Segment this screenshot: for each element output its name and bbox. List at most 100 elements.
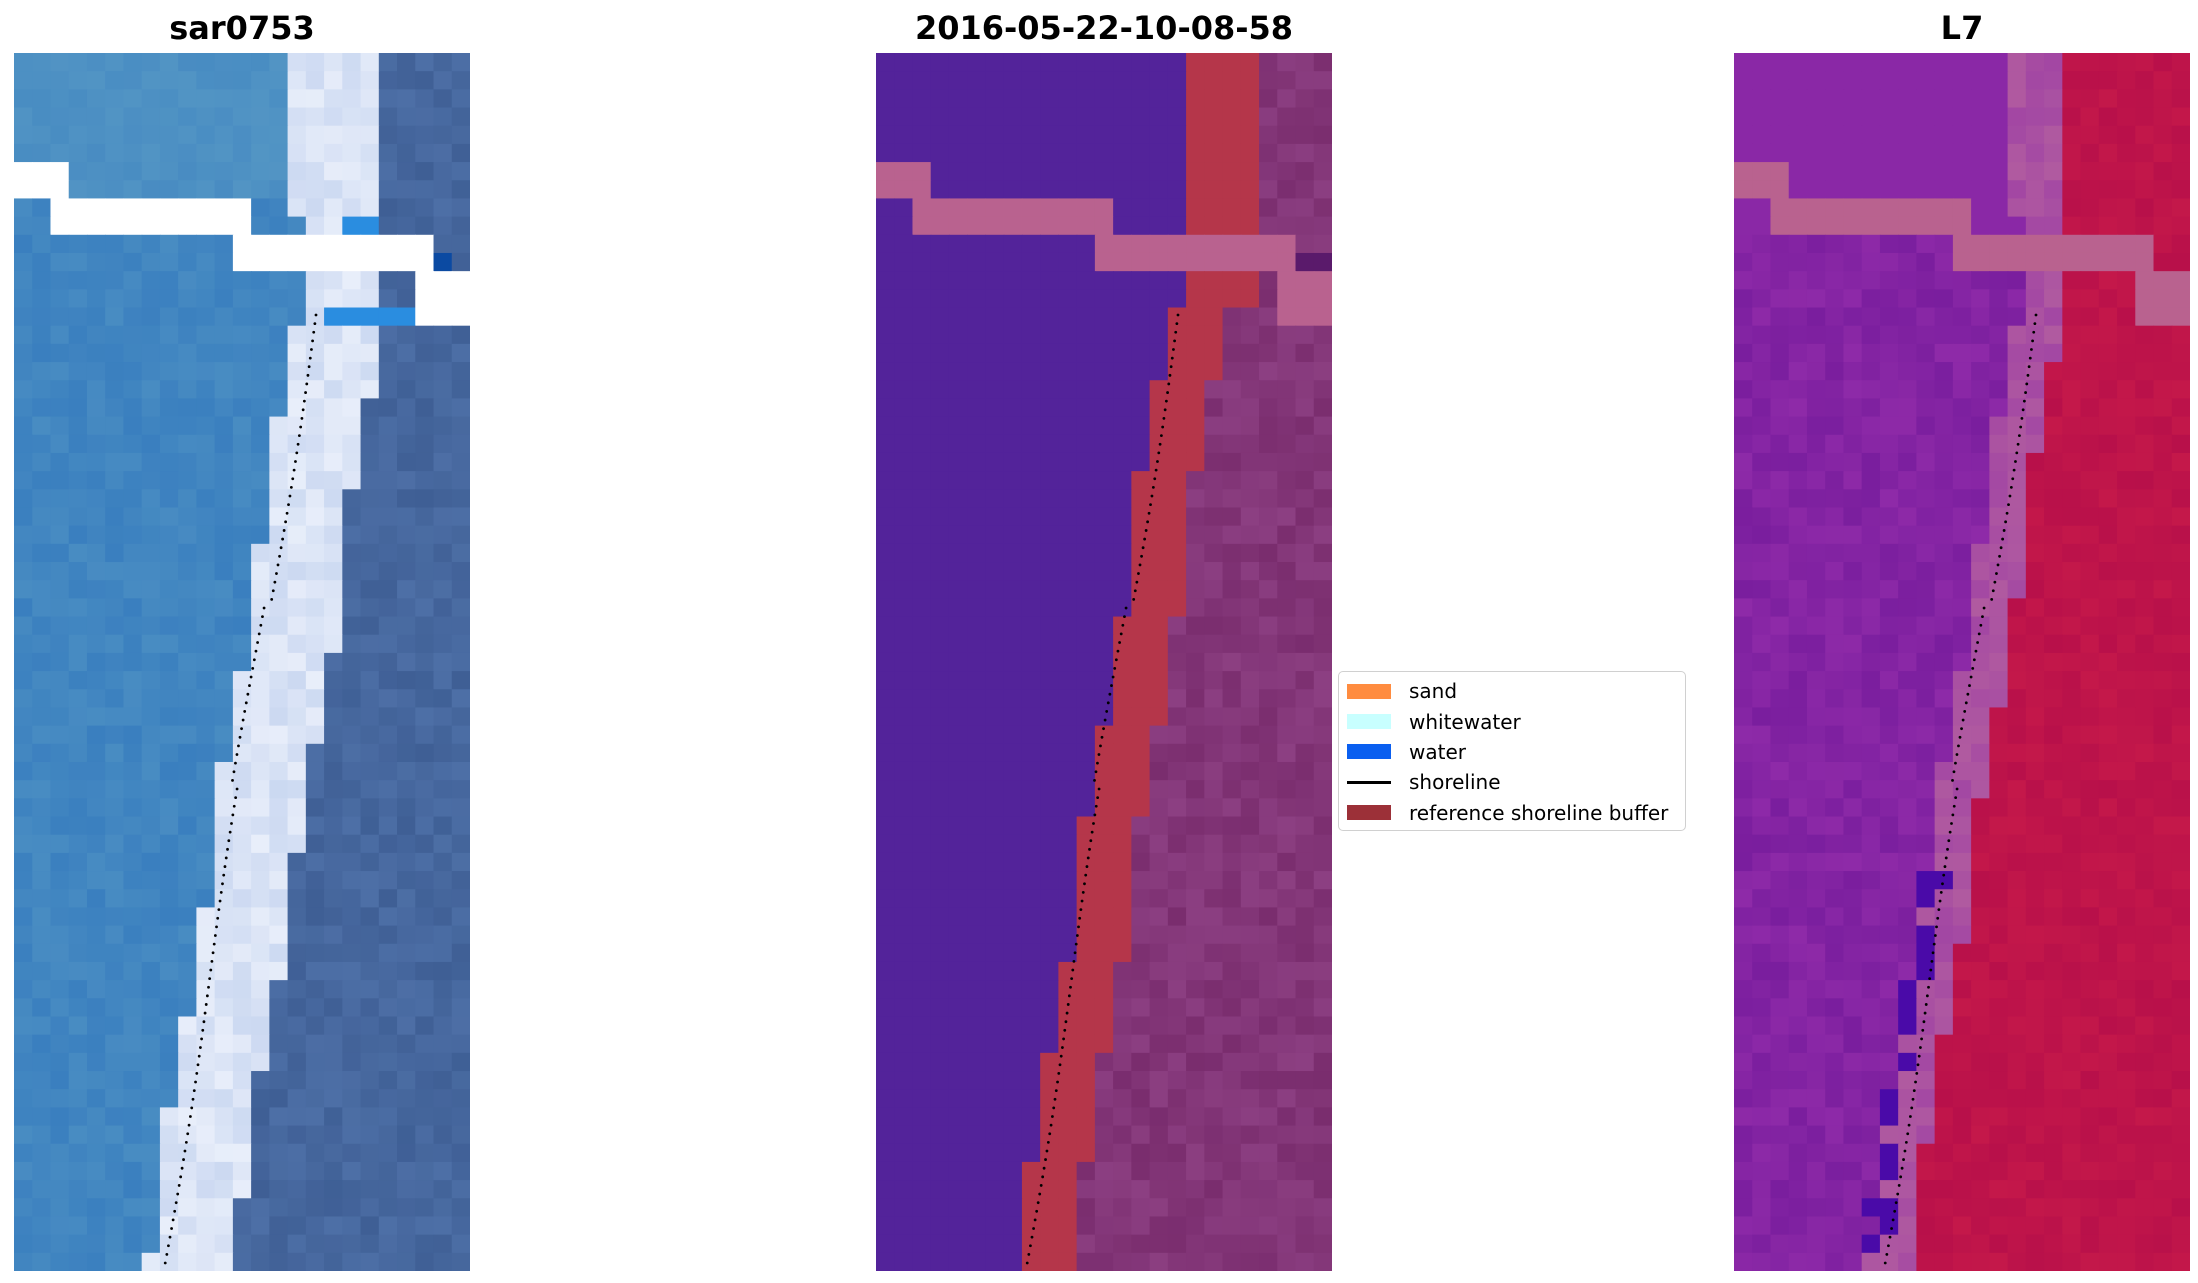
index-pixel xyxy=(1825,816,1845,836)
index-pixel xyxy=(2171,980,2190,999)
class-pixel xyxy=(1003,398,1023,418)
class-pixel xyxy=(1222,53,1242,72)
rgb-pixel xyxy=(397,362,416,381)
class-pixel xyxy=(894,616,914,636)
shoreline-point xyxy=(182,1158,185,1161)
class-pixel xyxy=(1131,907,1151,927)
class-pixel xyxy=(1094,689,1114,709)
rgb-pixel xyxy=(287,162,307,181)
index-pixel xyxy=(2007,180,2027,200)
shoreline-point xyxy=(1085,865,1089,868)
class-pixel xyxy=(1259,616,1278,636)
rgb-pixel xyxy=(232,761,252,781)
class-pixel xyxy=(1167,998,1187,1018)
rgb-pixel xyxy=(324,925,343,945)
index-pixel xyxy=(1752,271,1772,290)
shoreline-point xyxy=(1118,641,1121,644)
class-pixel xyxy=(1222,1034,1242,1054)
index-pixel xyxy=(1770,471,1790,490)
index-pixel xyxy=(1825,343,1845,363)
rgb-pixel xyxy=(159,289,179,309)
class-pixel xyxy=(1021,889,1041,909)
class-pixel xyxy=(1094,1180,1114,1199)
class-pixel xyxy=(876,162,895,181)
index-pixel xyxy=(2135,380,2155,400)
class-pixel xyxy=(1277,1143,1297,1163)
class-pixel xyxy=(1149,162,1169,181)
class-pixel xyxy=(948,380,968,400)
rgb-pixel xyxy=(342,507,362,527)
rgb-pixel xyxy=(251,525,270,545)
class-pixel xyxy=(876,1198,895,1218)
rgb-pixel xyxy=(360,961,380,981)
index-pixel xyxy=(2117,725,2136,745)
index-image-panel xyxy=(1734,53,2190,1271)
rgb-pixel xyxy=(32,471,52,490)
class-pixel xyxy=(930,671,950,690)
index-pixel xyxy=(1752,343,1772,363)
class-pixel xyxy=(1204,1216,1224,1236)
rgb-pixel xyxy=(251,1125,270,1145)
class-pixel xyxy=(1167,271,1187,290)
class-pixel xyxy=(967,252,987,272)
class-pixel xyxy=(1131,580,1151,599)
class-pixel xyxy=(1277,652,1297,672)
index-pixel xyxy=(1734,743,1753,763)
index-pixel xyxy=(1806,125,1826,145)
rgb-pixel xyxy=(342,725,362,745)
class-pixel xyxy=(1076,634,1096,654)
index-pixel xyxy=(1734,634,1753,654)
index-pixel xyxy=(1788,998,1808,1018)
index-pixel xyxy=(1843,325,1863,345)
index-pixel xyxy=(1989,925,2009,945)
index-pixel xyxy=(1861,198,1881,218)
rgb-pixel xyxy=(451,525,470,545)
class-pixel xyxy=(1131,307,1151,327)
rgb-pixel xyxy=(14,1125,33,1145)
index-pixel xyxy=(1825,507,1845,527)
index-pixel xyxy=(2135,1052,2155,1072)
rgb-pixel xyxy=(269,961,289,981)
class-pixel xyxy=(948,1216,968,1236)
rgb-pixel xyxy=(451,434,470,454)
rgb-pixel xyxy=(50,1161,70,1181)
class-pixel xyxy=(985,616,1005,636)
index-pixel xyxy=(1752,107,1772,127)
class-pixel xyxy=(1204,343,1224,363)
rgb-pixel xyxy=(86,562,106,581)
rgb-pixel xyxy=(123,925,143,945)
rgb-pixel xyxy=(123,1089,143,1108)
index-pixel xyxy=(2117,1016,2136,1036)
shoreline-point xyxy=(1157,451,1161,455)
rgb-pixel xyxy=(68,471,88,490)
class-pixel xyxy=(1149,1216,1169,1236)
rgb-pixel xyxy=(269,416,289,436)
index-pixel xyxy=(2135,780,2155,799)
rgb-pixel xyxy=(269,1034,289,1054)
class-pixel xyxy=(1295,1198,1315,1218)
class-pixel xyxy=(1222,507,1242,527)
class-pixel xyxy=(1277,1252,1297,1271)
class-pixel xyxy=(1021,707,1041,727)
rgb-pixel xyxy=(360,1107,380,1127)
rgb-pixel xyxy=(251,471,270,490)
rgb-pixel xyxy=(451,761,470,781)
rgb-pixel xyxy=(305,1107,325,1127)
class-pixel xyxy=(930,562,950,581)
class-pixel xyxy=(1313,1071,1332,1090)
shoreline-point xyxy=(228,830,232,834)
index-pixel xyxy=(2080,198,2100,218)
class-pixel xyxy=(1131,89,1151,109)
rgb-pixel xyxy=(178,998,197,1018)
class-pixel xyxy=(1040,289,1059,309)
rgb-pixel xyxy=(68,1143,88,1163)
class-pixel xyxy=(1295,53,1315,72)
class-pixel xyxy=(1204,380,1224,400)
class-pixel xyxy=(1204,471,1224,490)
rgb-pixel xyxy=(305,543,325,563)
class-pixel xyxy=(1076,452,1096,472)
rgb-pixel xyxy=(251,998,270,1018)
index-pixel xyxy=(1934,380,1954,400)
rgb-pixel xyxy=(324,798,343,818)
class-pixel xyxy=(1076,271,1096,290)
